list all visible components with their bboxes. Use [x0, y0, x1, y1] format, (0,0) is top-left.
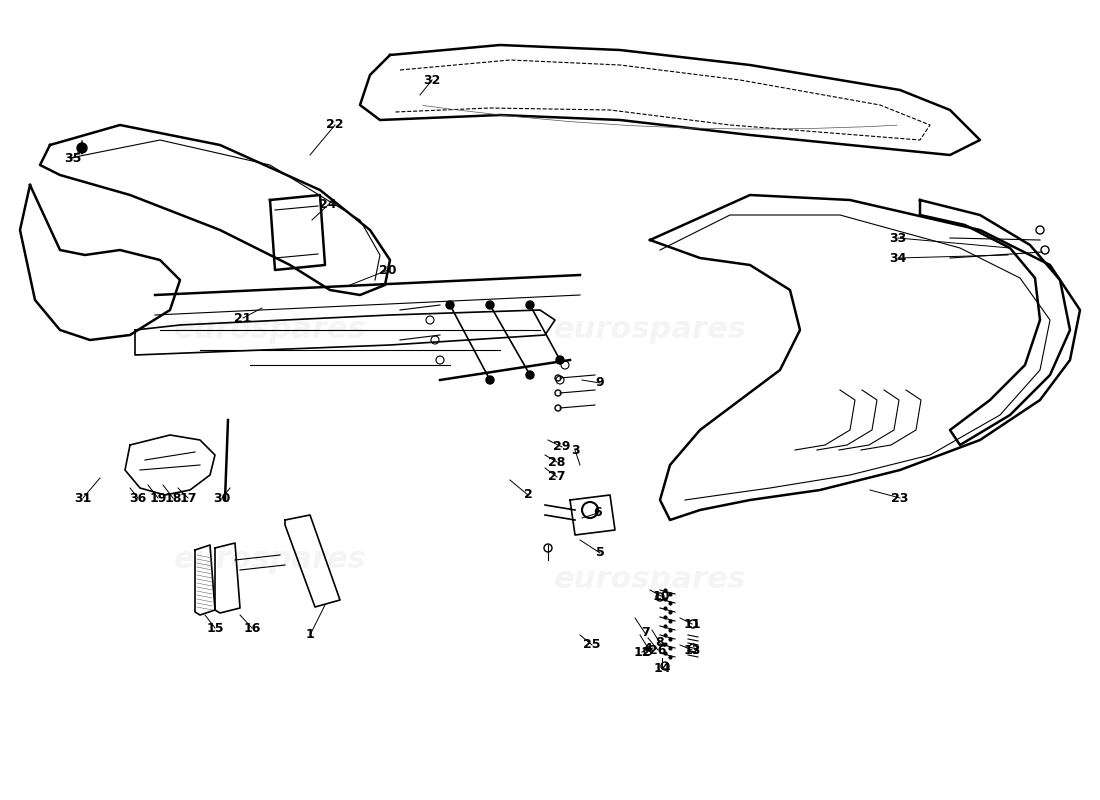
Text: 28: 28	[548, 455, 565, 469]
Text: 16: 16	[243, 622, 261, 634]
Text: 33: 33	[890, 231, 906, 245]
Text: 25: 25	[583, 638, 601, 651]
Text: eurospares: eurospares	[174, 546, 366, 574]
Circle shape	[486, 301, 494, 309]
Text: 8: 8	[656, 637, 664, 650]
Text: 34: 34	[889, 251, 906, 265]
Text: 26: 26	[649, 643, 667, 657]
Text: 24: 24	[319, 198, 337, 211]
Text: 36: 36	[130, 491, 146, 505]
Text: 20: 20	[379, 263, 397, 277]
Text: 4: 4	[644, 642, 652, 654]
Text: 2: 2	[524, 489, 532, 502]
Text: 3: 3	[571, 443, 580, 457]
Circle shape	[526, 301, 534, 309]
Text: 12: 12	[634, 646, 651, 658]
Text: eurospares: eurospares	[553, 315, 747, 345]
Circle shape	[486, 376, 494, 384]
Text: 17: 17	[179, 491, 197, 505]
Text: 19: 19	[150, 491, 167, 505]
Text: 22: 22	[327, 118, 343, 131]
Text: 35: 35	[64, 151, 81, 165]
Text: 31: 31	[75, 491, 91, 505]
Text: 5: 5	[595, 546, 604, 559]
Circle shape	[556, 356, 564, 364]
Text: 30: 30	[213, 491, 231, 505]
Text: 1: 1	[306, 629, 315, 642]
Text: 15: 15	[207, 622, 223, 634]
Text: 18: 18	[164, 491, 182, 505]
Circle shape	[446, 301, 454, 309]
Text: 21: 21	[234, 311, 252, 325]
Text: 9: 9	[596, 377, 604, 390]
Text: 13: 13	[683, 643, 701, 657]
Text: 11: 11	[683, 618, 701, 630]
Circle shape	[77, 143, 87, 153]
Text: 6: 6	[594, 506, 603, 519]
Text: 7: 7	[640, 626, 649, 639]
Text: 23: 23	[891, 491, 909, 505]
Text: 27: 27	[548, 470, 565, 483]
Circle shape	[526, 371, 534, 379]
Text: eurospares: eurospares	[174, 315, 366, 345]
Text: 32: 32	[424, 74, 441, 86]
Text: 10: 10	[652, 590, 670, 602]
Text: eurospares: eurospares	[553, 566, 747, 594]
Text: 29: 29	[553, 441, 571, 454]
Text: 14: 14	[653, 662, 671, 674]
